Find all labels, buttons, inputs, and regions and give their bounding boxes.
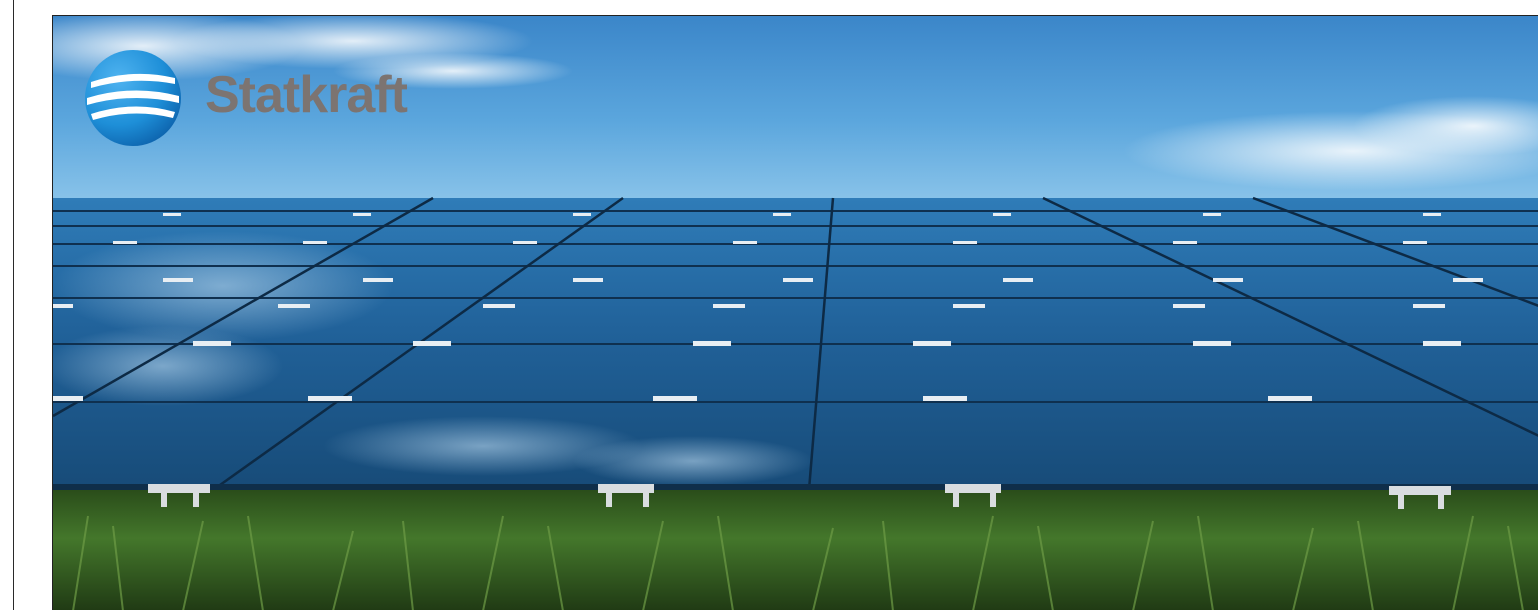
left-border-strip — [0, 0, 14, 610]
statkraft-logo[interactable]: Statkraft — [83, 48, 408, 148]
panel-brackets — [148, 484, 1451, 509]
solar-field-hero-image — [53, 16, 1538, 610]
solar-panels — [53, 196, 1538, 492]
clouds — [53, 16, 1538, 191]
grass — [53, 490, 1538, 610]
statkraft-globe-logo-icon — [85, 50, 181, 146]
hero-banner: Statkraft — [52, 15, 1538, 610]
grass-blades — [72, 515, 1524, 610]
brand-wordmark: Statkraft — [205, 66, 408, 124]
